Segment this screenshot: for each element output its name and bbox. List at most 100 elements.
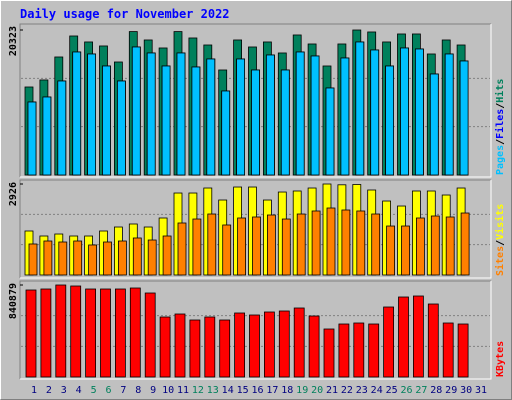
x-tick-label: 21 [326,385,338,396]
bar [368,323,380,378]
bar [311,210,321,276]
bar [118,240,127,276]
bar [129,287,141,378]
bar [73,240,83,276]
panel-bevel [20,281,492,380]
bar [192,218,202,276]
bar [325,87,335,176]
bar [310,55,320,176]
bar [371,213,381,276]
x-tick-label: 14 [222,385,234,396]
x-tick-label: 8 [135,385,141,396]
x-tick-label: 12 [192,385,204,396]
bar [415,217,425,276]
bar [278,310,290,378]
bar [176,52,186,176]
legend-entry: KBytes [495,341,506,377]
bar [280,69,290,176]
bar [55,284,67,378]
x-tick-label: 6 [105,385,111,396]
legend: Sites/Visits [494,204,506,276]
x-tick-label: 26 [400,385,412,396]
bar [370,49,380,176]
legend-entry: Hits [494,79,506,103]
bar [281,218,291,276]
bar [386,225,396,276]
bar [189,319,201,378]
bar [146,52,156,176]
bar [27,101,37,176]
x-tick-label: 13 [207,385,219,396]
bar [427,303,439,378]
bar [159,316,171,378]
bar [442,322,454,378]
x-tick-label: 25 [386,385,398,396]
bar [204,316,216,378]
bar [161,65,171,176]
legend-separator: / [495,240,506,246]
panel-bevel [19,179,491,278]
bar [236,58,246,176]
bar [383,306,395,378]
bar [398,296,409,378]
x-tick-label: 22 [341,385,353,396]
bar [293,307,305,378]
bar [353,322,365,378]
bar [25,289,37,378]
bar [430,215,440,276]
bar [131,46,141,176]
bar [162,235,172,276]
bar [72,51,82,176]
legend-entry: Pages [495,145,506,175]
bar [147,239,157,276]
legend-entry: Sites [494,246,506,276]
bar [70,285,82,378]
bar [401,225,410,276]
x-tick-label: 30 [460,385,472,396]
bar [338,323,350,378]
bar [444,53,454,176]
legend-text: Pages/Files/Hits [494,79,506,175]
legend-entry: Visits [494,204,506,240]
x-tick-label: 16 [251,385,263,396]
legend-text: Sites/Visits [494,204,506,276]
y-tick-label: 20323 [8,26,19,56]
x-tick-label: 29 [445,385,457,396]
bar [117,80,126,176]
bar [103,241,112,276]
x-tick-label: 11 [177,385,189,396]
bar [57,80,67,176]
bar [296,213,306,276]
bar [206,58,216,176]
bar [340,57,350,176]
x-tick-label: 10 [162,385,174,396]
bar [40,288,52,378]
bar [43,240,53,276]
x-tick-label: 15 [237,385,249,396]
panel-bevel [20,24,492,178]
bar [326,207,336,276]
bar [412,295,424,378]
bar [221,90,231,176]
x-tick-label: 3 [61,385,67,396]
legend-text: KBytes [495,341,506,377]
bar [460,212,470,276]
panel-bevel [19,23,491,177]
bar [87,53,96,176]
bar [237,217,247,276]
x-tick-label: 4 [76,385,82,396]
bar [28,243,38,276]
x-tick-label: 20 [311,385,323,396]
bar [234,312,246,378]
x-tick-label: 1 [31,385,37,396]
x-tick-label: 27 [415,385,427,396]
bar [115,288,126,378]
bar [457,323,469,378]
panel-bevel [20,180,492,279]
bar [222,224,232,276]
bar [100,288,111,378]
bar [356,210,366,276]
x-tick-label: 18 [281,385,293,396]
